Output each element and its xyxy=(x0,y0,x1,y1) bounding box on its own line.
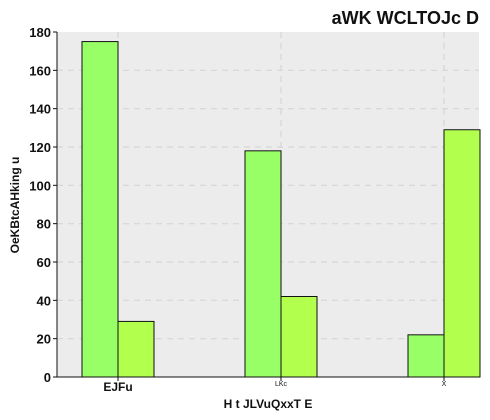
bar-series1-X xyxy=(407,334,445,378)
y-ticks: 0 20 40 60 80 100 120 140 160 180 xyxy=(29,25,57,385)
x-ticks: EJFu LKc X xyxy=(103,377,447,394)
y-tick-label: 100 xyxy=(29,178,51,193)
x-axis-label: H t JLVuQxxT E xyxy=(224,397,313,411)
bar-series2-LKc xyxy=(280,296,318,378)
y-tick-label: 180 xyxy=(29,25,51,40)
bar-series1-EJFu xyxy=(81,41,119,378)
bar-series2-EJFu xyxy=(117,320,155,378)
x-tick-label: X xyxy=(442,381,447,388)
y-tick-label: 80 xyxy=(37,217,51,232)
y-tick-label: 60 xyxy=(37,255,51,270)
axes xyxy=(56,32,479,378)
y-tick-label: 160 xyxy=(29,63,51,78)
chart-title: aWK WCLTOJc D xyxy=(332,8,479,28)
y-tick-label: 40 xyxy=(37,293,51,308)
bars xyxy=(81,41,481,378)
y-tick-label: 120 xyxy=(29,140,51,155)
y-tick-label: 140 xyxy=(29,102,51,117)
x-tick-label: EJFu xyxy=(103,380,132,394)
bar-series2-X xyxy=(443,129,481,378)
x-tick-label: LKc xyxy=(275,381,288,388)
y-axis-label: OeKBtcAHking u xyxy=(8,157,22,254)
bar-series1-LKc xyxy=(244,150,282,378)
y-tick-label: 0 xyxy=(44,370,51,385)
y-tick-label: 20 xyxy=(37,332,51,347)
